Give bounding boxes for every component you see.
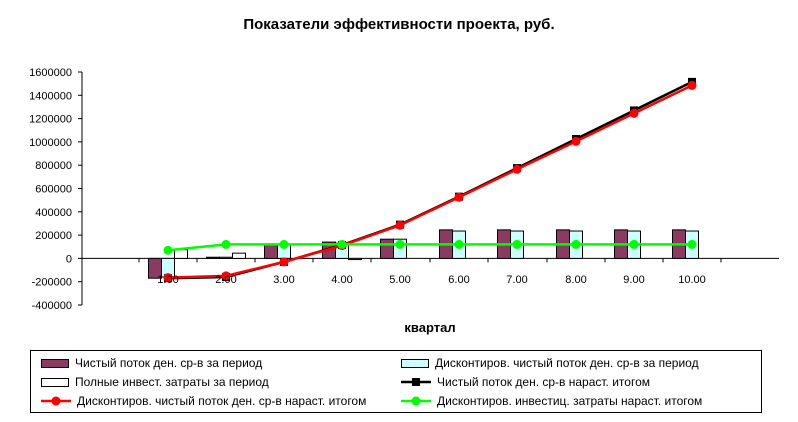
- axes: [78, 71, 779, 306]
- bar: [219, 256, 233, 259]
- y-tick-label: 1600000: [29, 67, 72, 79]
- bar: [380, 238, 394, 259]
- x-tick-label: 4.00: [331, 274, 352, 286]
- legend-item: Чистый поток ден. ср-в нараст. итогом: [401, 374, 650, 390]
- y-tick-label: 800000: [35, 160, 72, 172]
- legend: Чистый поток ден. ср-в за период Дисконти…: [30, 350, 762, 413]
- y-tick-label: 1000000: [29, 137, 72, 149]
- y-tick-label: 400000: [35, 207, 72, 219]
- bar: [348, 257, 362, 261]
- legend-item: Дисконтиров. инвестиц. затраты нараст. и…: [401, 393, 702, 409]
- legend-swatch: [401, 376, 431, 388]
- data-point: [454, 239, 464, 249]
- data-point: [163, 273, 173, 283]
- x-tick-label: 1.00: [157, 274, 178, 286]
- y-tick-label: 200000: [35, 230, 72, 242]
- data-point: [687, 80, 697, 90]
- bar: [174, 249, 188, 259]
- data-point: [395, 239, 405, 249]
- x-tick-label: 6.00: [448, 274, 469, 286]
- x-tick-label: 10.00: [678, 274, 706, 286]
- data-point: [221, 239, 231, 249]
- data-point: [629, 239, 639, 249]
- legend-swatch: [41, 395, 71, 407]
- x-tick-label: 7.00: [506, 274, 527, 286]
- bar: [264, 243, 278, 259]
- legend-label: Чистый поток ден. ср-в нараст. итогом: [437, 375, 650, 389]
- legend-swatch: [41, 358, 69, 368]
- series-line: [167, 84, 693, 279]
- y-tick-label: -400000: [32, 300, 72, 312]
- data-point: [279, 257, 289, 267]
- data-point: [337, 239, 347, 249]
- legend-label: Дисконтиров. чистый поток ден. ср-в за п…: [435, 356, 699, 370]
- legend-item: Дисконтиров. чистый поток ден. ср-в за п…: [401, 355, 699, 371]
- data-point: [571, 136, 581, 146]
- data-point: [512, 239, 522, 249]
- legend-item: Чистый поток ден. ср-в за период: [41, 355, 262, 371]
- x-tick-label: 5.00: [389, 274, 410, 286]
- x-tick-label: 9.00: [623, 274, 644, 286]
- legend-item: Дисконтиров. чистый поток ден. ср-в нара…: [41, 393, 366, 409]
- tick-labels: 1600000 1400000 1200000 1000000 800000 600000…: [29, 67, 706, 312]
- data-point: [454, 192, 464, 202]
- data-point: [221, 271, 231, 281]
- x-tick-label: 3.00: [273, 274, 294, 286]
- chart-plot: 1600000 1400000 1200000 1000000 800000 600000…: [29, 67, 779, 335]
- line-marks: [163, 77, 697, 283]
- y-tick-label: 1200000: [29, 114, 72, 126]
- data-point: [687, 239, 697, 249]
- legend-item: Полные инвест. затраты за период: [41, 374, 269, 390]
- bar-marks: [148, 229, 699, 279]
- data-point: [395, 220, 405, 230]
- series-line: [167, 243, 692, 252]
- y-tick-label: -200000: [32, 277, 72, 289]
- data-point: [629, 108, 639, 118]
- data-point: [279, 239, 289, 249]
- bar: [206, 256, 220, 259]
- y-tick-label: 600000: [35, 184, 72, 196]
- legend-swatch: [401, 358, 429, 368]
- data-point: [571, 239, 581, 249]
- legend-label: Дисконтиров. инвестиц. затраты нараст. и…: [437, 394, 703, 408]
- legend-label: Полные инвест. затраты за период: [75, 375, 269, 389]
- bar: [232, 252, 246, 259]
- y-tick-label: 0: [66, 253, 72, 265]
- data-point: [512, 164, 522, 174]
- legend-label: Дисконтиров. чистый поток ден. ср-в нара…: [77, 394, 367, 408]
- legend-swatch: [41, 377, 69, 387]
- legend-swatch: [401, 395, 431, 407]
- x-tick-label: 2.00: [215, 274, 236, 286]
- chart-title: Показатели эффективности проекта, руб.: [243, 16, 555, 33]
- x-tick-label: 8.00: [565, 274, 586, 286]
- data-point: [163, 245, 173, 255]
- series-line: [167, 80, 693, 280]
- y-tick-label: 1400000: [29, 90, 72, 102]
- legend-label: Чистый поток ден. ср-в за период: [75, 356, 263, 370]
- x-axis-title: квартал: [404, 320, 455, 335]
